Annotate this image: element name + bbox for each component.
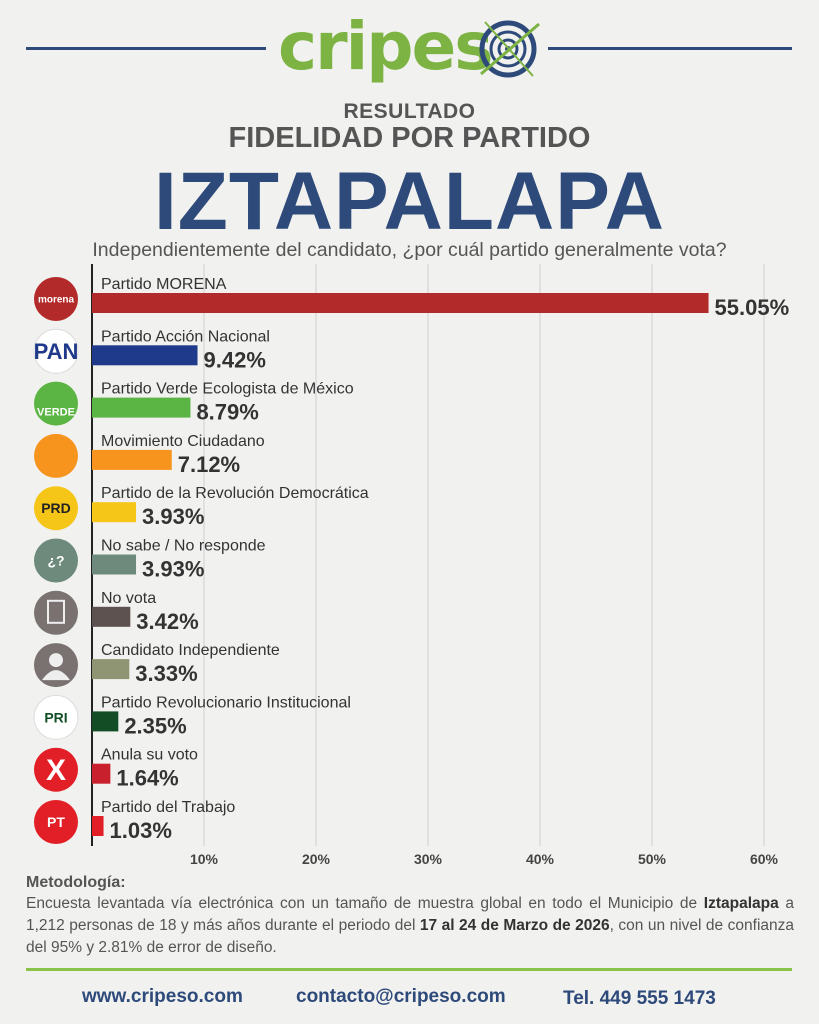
phone-number: Tel. 449 555 1473 [563, 988, 716, 1009]
bar [92, 449, 172, 470]
x-tick-label: 10% [190, 851, 219, 867]
bar [92, 554, 137, 575]
pan-logo-icon [33, 328, 79, 374]
x-tick-label: 60% [750, 851, 779, 867]
bar-chart: 10% 20% 30% 40% 50% 60% morena Partido MORENA 55… [33, 264, 790, 867]
x-tick-label: 30% [414, 851, 443, 867]
category-label: Anula su voto [101, 747, 198, 764]
icon-label: PRI [44, 709, 67, 725]
result-label: RESULTADO [343, 100, 476, 123]
icon-label: X [46, 754, 66, 787]
category-label: Partido Revolucionario Institucional [101, 694, 351, 711]
data-label: 7.12% [178, 452, 240, 477]
bar [92, 711, 119, 732]
email-link[interactable]: contacto@cripeso.com [296, 986, 506, 1007]
icon-label: PRD [41, 500, 71, 516]
x-tick-label: 20% [302, 851, 331, 867]
methodology-title: Metodología: [26, 874, 126, 891]
bar [92, 502, 137, 523]
cross-icon [34, 747, 78, 792]
bar [92, 763, 111, 784]
x-tick-label: 50% [638, 851, 667, 867]
data-label: 1.64% [116, 766, 178, 791]
target-logo-icon [479, 20, 540, 78]
category-label: Partido MORENA [101, 276, 227, 293]
category-label: Partido Acción Nacional [101, 328, 270, 345]
verde-logo-icon [34, 381, 78, 426]
category-label: Partido de la Revolución Democrática [101, 485, 369, 502]
question-icon [34, 538, 78, 583]
icon-label: VERDE [37, 406, 75, 418]
mc-logo-icon [34, 433, 78, 478]
data-label: 8.79% [196, 400, 258, 425]
data-label: 3.93% [142, 504, 204, 529]
bar [92, 345, 198, 366]
footer-rule [26, 968, 792, 971]
bar [92, 397, 191, 418]
icon-label: PAN [34, 339, 79, 364]
icon-label: PT [47, 814, 65, 830]
header-rule-left [26, 47, 266, 50]
chart-heading: FIDELIDAD POR PARTIDO [228, 122, 591, 154]
icon-label: ¿? [47, 552, 64, 568]
x-tick-label: 40% [526, 851, 555, 867]
data-label: 3.93% [142, 557, 204, 582]
data-label: 9.42% [204, 347, 266, 372]
person-body-icon [42, 670, 70, 681]
data-label: 2.35% [124, 713, 186, 738]
pt-logo-icon [34, 800, 78, 844]
header-rule-right [548, 47, 792, 50]
location-title: IZTAPALAPA [153, 156, 666, 247]
icon-label: morena [38, 295, 75, 306]
ballot-icon [34, 590, 78, 635]
survey-question: Independientemente del candidato, ¿por c… [92, 239, 727, 261]
category-label: Candidato Independiente [101, 642, 280, 659]
website-link[interactable]: www.cripeso.com [82, 986, 243, 1007]
bar [92, 293, 709, 313]
data-label: 3.42% [136, 609, 198, 634]
methodology-text: Encuesta levantada vía electrónica con u… [26, 895, 795, 956]
category-label: Partido del Trabajo [101, 799, 235, 816]
data-label: 3.33% [135, 661, 197, 686]
cripeso-logo: cripes [270, 8, 550, 85]
data-label: 1.03% [110, 818, 172, 843]
person-head-icon [49, 653, 63, 668]
prd-logo-icon [34, 486, 78, 531]
category-label: No sabe / No responde [101, 538, 266, 555]
morena-logo-icon [34, 277, 78, 321]
ballot-box-icon [47, 599, 65, 624]
category-label: Partido Verde Ecologista de México [101, 381, 354, 398]
data-label: 55.05% [715, 295, 790, 320]
category-label: Movimiento Ciudadano [101, 433, 265, 450]
bar [92, 816, 104, 836]
pri-logo-icon [33, 694, 79, 740]
bar [92, 606, 131, 627]
logo-text-part1: cripes [278, 8, 494, 85]
category-label: No vota [101, 590, 156, 607]
bar [92, 659, 130, 680]
